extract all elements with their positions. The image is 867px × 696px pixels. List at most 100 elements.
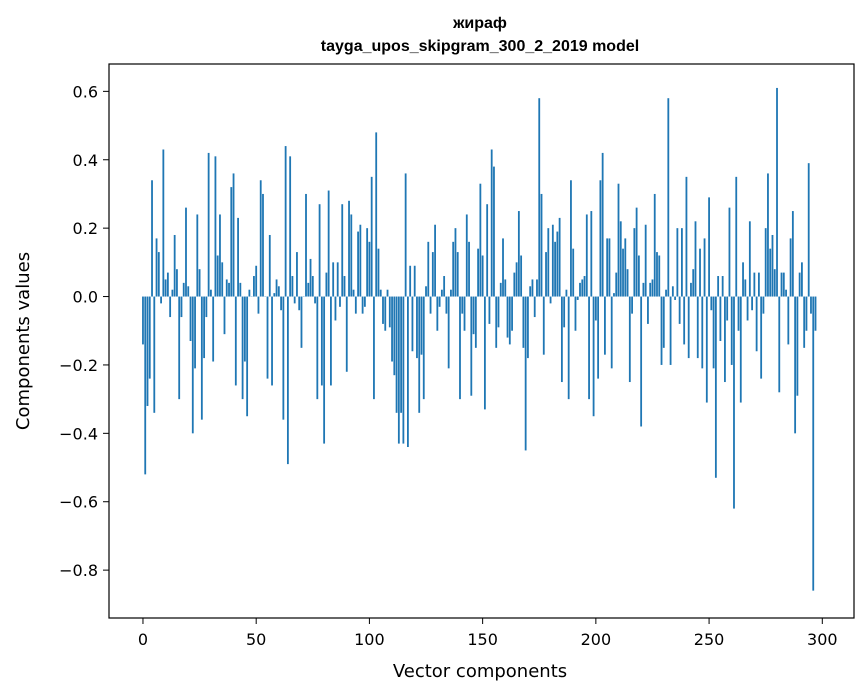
bar-179: [547, 228, 550, 297]
bar-102: [373, 296, 375, 400]
bar-259: [728, 207, 731, 297]
bar-147: [474, 296, 477, 348]
bar-213: [624, 238, 627, 297]
bar-70: [300, 296, 303, 348]
bar-22: [191, 296, 194, 434]
bar-16: [178, 296, 181, 400]
bar-27: [203, 296, 206, 359]
bar-190: [572, 248, 575, 297]
bar-0: [142, 296, 144, 345]
bar-210: [617, 183, 620, 297]
bar-113: [397, 296, 400, 444]
bar-159: [502, 238, 504, 297]
bar-32: [214, 156, 217, 297]
bar-235: [674, 296, 677, 300]
bar-157: [497, 296, 500, 328]
bar-275: [764, 228, 767, 297]
bar-170: [527, 296, 529, 359]
bar-278: [771, 234, 774, 297]
bar-188: [567, 296, 570, 400]
bar-138: [454, 228, 457, 297]
bar-186: [563, 296, 566, 328]
bar-92: [350, 214, 353, 297]
chart-title: жираф: [452, 15, 507, 32]
bar-148: [477, 248, 480, 297]
y-tick-label: 0.0: [73, 288, 98, 307]
bar-249: [705, 296, 708, 403]
bar-191: [574, 296, 577, 331]
bar-180: [549, 296, 552, 304]
bar-42: [237, 217, 239, 297]
bar-204: [604, 296, 606, 355]
bar-196: [585, 214, 588, 297]
bar-143: [465, 214, 468, 297]
bar-155: [493, 166, 495, 297]
bar-194: [581, 279, 584, 297]
bar-55: [266, 296, 269, 379]
bar-83: [330, 296, 332, 386]
bar-118: [409, 265, 412, 297]
bar-166: [517, 211, 520, 297]
bar-12: [169, 296, 172, 318]
bar-117: [407, 296, 409, 448]
bar-40: [232, 173, 235, 297]
bar-227: [656, 252, 658, 297]
y-tick-label: −0.4: [59, 424, 98, 443]
bar-11: [166, 272, 169, 297]
bar-53: [262, 193, 264, 297]
bar-91: [348, 200, 350, 297]
bar-220: [640, 296, 643, 427]
bar-50: [255, 265, 258, 297]
bar-182: [554, 241, 556, 297]
bar-172: [531, 279, 534, 297]
bar-2: [146, 296, 149, 406]
bar-75: [311, 276, 314, 297]
bar-84: [332, 262, 335, 297]
bar-59: [275, 279, 278, 297]
bar-23: [194, 296, 196, 369]
x-axis-label: Vector components: [393, 661, 567, 682]
x-axis: 0 50 100 150 200 250 300: [138, 618, 838, 649]
bar-233: [669, 296, 672, 365]
bar-214: [626, 269, 629, 297]
y-tick-label: 0.6: [73, 82, 98, 101]
x-tick-label: 200: [581, 630, 612, 649]
bar-88: [341, 204, 344, 297]
bar-65: [289, 156, 292, 297]
bar-145: [470, 296, 473, 396]
bar-69: [298, 296, 301, 311]
bar-187: [565, 289, 568, 297]
bar-244: [694, 221, 697, 297]
bar-221: [642, 282, 645, 297]
bar-81: [325, 272, 328, 297]
bar-171: [529, 286, 532, 297]
bar-285: [787, 296, 790, 345]
x-tick-label: 300: [807, 630, 838, 649]
bar-247: [701, 296, 704, 369]
y-tick-label: 0.4: [73, 151, 98, 170]
bar-17: [180, 296, 183, 318]
bar-133: [443, 276, 446, 297]
bar-185: [560, 296, 563, 383]
bar-114: [400, 296, 403, 413]
bar-126: [427, 241, 430, 297]
bar-205: [606, 238, 609, 297]
bar-255: [719, 296, 722, 341]
bar-225: [651, 279, 654, 297]
bar-112: [395, 296, 398, 413]
bar-19: [185, 207, 187, 297]
bar-14: [173, 234, 176, 297]
bar-37: [225, 279, 228, 297]
bar-149: [479, 183, 482, 297]
bar-234: [671, 286, 674, 297]
bar-169: [524, 296, 527, 451]
bar-248: [703, 238, 706, 297]
bar-5: [153, 296, 156, 413]
bar-258: [726, 296, 729, 321]
bar-253: [714, 296, 717, 478]
bar-38: [228, 282, 230, 297]
bar-295: [810, 296, 812, 314]
bar-1: [144, 296, 147, 475]
bar-4: [151, 180, 153, 297]
bar-181: [551, 224, 554, 297]
